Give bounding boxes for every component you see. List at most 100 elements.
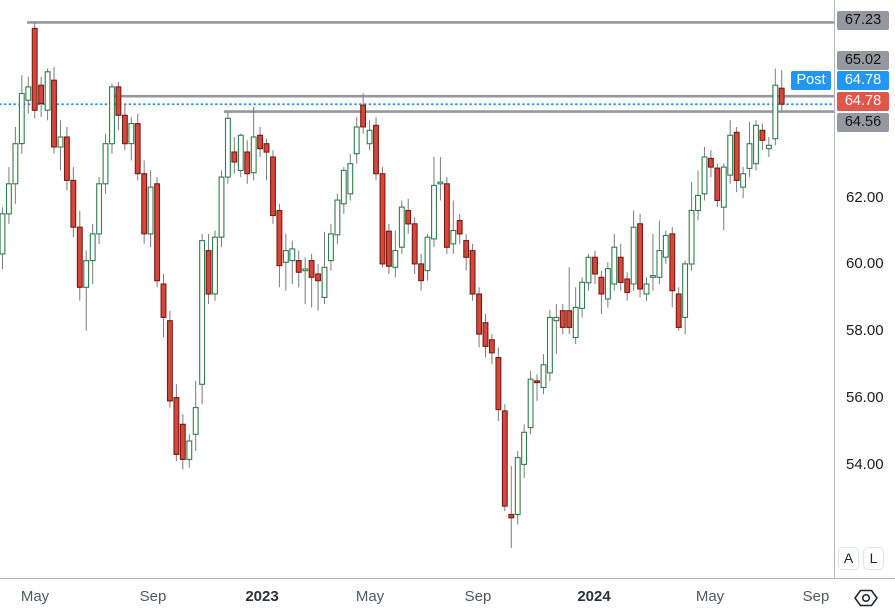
candle — [733, 127, 740, 193]
candle — [701, 147, 708, 201]
candle — [263, 138, 270, 181]
candle — [76, 210, 83, 301]
candle — [592, 250, 598, 284]
candle — [115, 81, 122, 131]
auto-scale-button[interactable]: A — [838, 547, 859, 570]
candle — [373, 116, 379, 181]
candle — [109, 83, 115, 154]
candle — [102, 133, 109, 194]
candle — [630, 210, 637, 291]
candle — [746, 121, 753, 178]
candle — [740, 167, 747, 199]
candle — [44, 68, 51, 121]
candle — [141, 160, 148, 244]
candle — [353, 116, 360, 164]
candle — [566, 267, 573, 335]
candle — [327, 223, 334, 271]
candle — [392, 230, 399, 278]
candle — [682, 260, 689, 335]
candle — [186, 434, 193, 468]
candle — [295, 250, 302, 288]
candle — [695, 170, 701, 221]
candle — [57, 120, 64, 171]
candle — [147, 170, 154, 248]
candle — [89, 223, 96, 284]
time-axis[interactable]: May Sep 2023 May Sep 2024 May Sep — [0, 578, 895, 610]
candle — [385, 223, 392, 274]
candle — [727, 120, 734, 184]
candle — [166, 310, 173, 408]
candle — [772, 68, 779, 146]
candle — [611, 233, 618, 291]
candle — [289, 240, 296, 284]
price-tick-label: 62.00 — [846, 188, 884, 206]
chart-plot-area[interactable]: Post — [0, 0, 835, 578]
candle — [12, 127, 19, 204]
time-axis-month-label: Sep — [464, 588, 492, 605]
candle — [360, 93, 367, 134]
candle — [753, 120, 759, 171]
tradingview-logo[interactable] — [853, 588, 879, 608]
candle — [51, 66, 57, 154]
candle — [585, 253, 592, 291]
candle — [546, 309, 553, 381]
candle — [463, 233, 470, 271]
candle — [656, 220, 663, 284]
candle — [83, 250, 90, 331]
candle — [443, 177, 450, 254]
price-tick-label: 54.00 — [846, 455, 884, 473]
candle — [469, 243, 476, 301]
candle — [270, 150, 276, 224]
candle — [302, 257, 309, 304]
candle — [0, 207, 6, 269]
candle — [179, 414, 186, 470]
candle — [154, 177, 161, 288]
candle — [604, 262, 611, 308]
candle — [488, 334, 495, 365]
price-axis[interactable]: 62.00 60.00 58.00 56.00 54.00 — [834, 0, 895, 578]
candle — [456, 213, 463, 244]
candle — [418, 253, 425, 291]
tradingview-logo-icon — [854, 589, 878, 607]
candle — [38, 76, 45, 117]
price-tick-label: 56.00 — [846, 389, 884, 407]
candle — [707, 150, 714, 178]
candle — [540, 354, 547, 395]
price-axis-badge: 64.78 — [837, 71, 889, 90]
candle — [521, 424, 528, 478]
candle — [572, 287, 579, 345]
price-axis-badge: 67.23 — [837, 11, 889, 30]
candle — [598, 270, 605, 315]
candle — [18, 75, 25, 154]
candle — [128, 116, 135, 161]
time-axis-month-label: May — [355, 588, 385, 605]
candle — [514, 451, 521, 525]
candle — [527, 370, 534, 435]
candle — [31, 22, 38, 119]
candle — [495, 347, 502, 421]
candle — [231, 137, 238, 174]
candle — [276, 203, 283, 288]
candle — [662, 230, 669, 264]
candle — [321, 231, 328, 304]
candle — [366, 120, 373, 151]
candle — [553, 304, 560, 355]
candle — [720, 163, 727, 231]
candle — [450, 200, 457, 254]
candle — [643, 277, 650, 301]
candle — [244, 140, 251, 184]
post-market-label: Post — [796, 72, 826, 88]
candle — [624, 272, 631, 301]
candle — [96, 177, 103, 244]
candle — [617, 243, 624, 291]
candle — [778, 70, 785, 111]
candle — [534, 374, 540, 401]
candle — [437, 157, 444, 201]
candle — [224, 111, 231, 184]
candle — [508, 466, 515, 548]
candlestick-chart[interactable] — [0, 0, 835, 578]
log-scale-button[interactable]: L — [863, 547, 884, 570]
candle — [482, 314, 489, 358]
candle — [765, 137, 772, 157]
